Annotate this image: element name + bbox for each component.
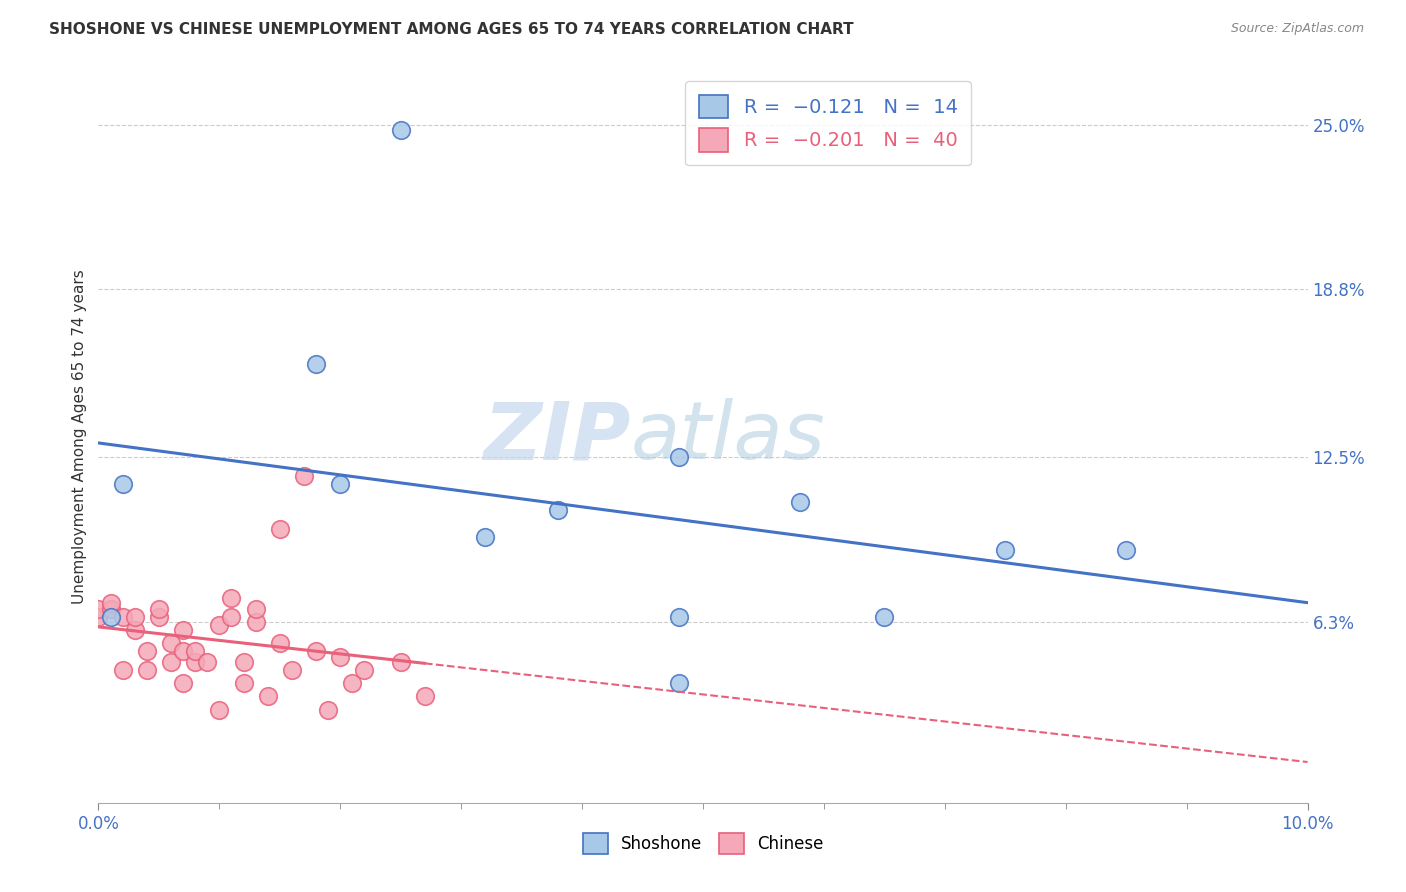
Point xyxy=(245,601,267,615)
Text: Source: ZipAtlas.com: Source: ZipAtlas.com xyxy=(1230,22,1364,36)
Point xyxy=(208,703,231,717)
Text: ZIP: ZIP xyxy=(484,398,630,476)
Point xyxy=(789,495,811,509)
Legend: Shoshone, Chinese: Shoshone, Chinese xyxy=(576,827,830,860)
Point xyxy=(148,601,170,615)
Point xyxy=(135,663,157,677)
Point xyxy=(172,623,194,637)
Point xyxy=(124,609,146,624)
Point xyxy=(221,609,243,624)
Y-axis label: Unemployment Among Ages 65 to 74 years: Unemployment Among Ages 65 to 74 years xyxy=(72,269,87,605)
Point xyxy=(329,649,352,664)
Point xyxy=(195,655,218,669)
Point xyxy=(232,655,254,669)
Point xyxy=(269,636,291,650)
Point xyxy=(124,623,146,637)
Point xyxy=(100,609,122,624)
Point xyxy=(221,591,243,605)
Point xyxy=(292,468,315,483)
Point xyxy=(316,703,339,717)
Point xyxy=(547,503,569,517)
Point xyxy=(329,476,352,491)
Point xyxy=(389,655,412,669)
Point xyxy=(353,663,375,677)
Point xyxy=(873,609,896,624)
Point xyxy=(111,609,134,624)
Point xyxy=(184,644,207,658)
Point xyxy=(135,644,157,658)
Point xyxy=(1115,543,1137,558)
Point xyxy=(342,676,364,690)
Point xyxy=(172,676,194,690)
Point xyxy=(111,663,134,677)
Point xyxy=(305,357,328,371)
Point xyxy=(172,644,194,658)
Point xyxy=(160,655,183,669)
Point xyxy=(184,655,207,669)
Point xyxy=(111,476,134,491)
Point xyxy=(100,601,122,615)
Text: SHOSHONE VS CHINESE UNEMPLOYMENT AMONG AGES 65 TO 74 YEARS CORRELATION CHART: SHOSHONE VS CHINESE UNEMPLOYMENT AMONG A… xyxy=(49,22,853,37)
Point xyxy=(269,522,291,536)
Point xyxy=(208,617,231,632)
Point xyxy=(994,543,1017,558)
Point xyxy=(256,690,278,704)
Point xyxy=(245,615,267,629)
Point xyxy=(474,530,496,544)
Point xyxy=(668,676,690,690)
Point xyxy=(389,123,412,137)
Point xyxy=(305,644,328,658)
Point xyxy=(281,663,304,677)
Point xyxy=(87,601,110,615)
Point xyxy=(160,636,183,650)
Point xyxy=(232,676,254,690)
Point xyxy=(668,609,690,624)
Point xyxy=(87,609,110,624)
Text: atlas: atlas xyxy=(630,398,825,476)
Point xyxy=(148,609,170,624)
Point xyxy=(413,690,436,704)
Point xyxy=(668,450,690,464)
Point xyxy=(100,596,122,610)
